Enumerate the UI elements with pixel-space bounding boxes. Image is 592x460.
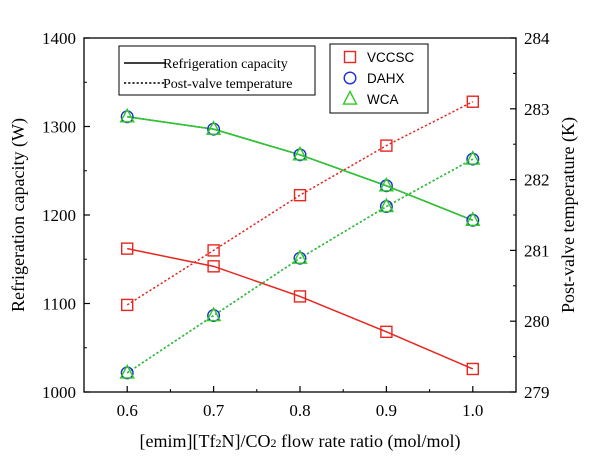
data-point-wca-right-4	[465, 150, 481, 165]
data-point-wca-right-1	[205, 306, 222, 322]
legend: Refrigeration capacity Post-valve tempera…	[118, 43, 429, 114]
data-point-vccsc-left-0	[120, 242, 134, 255]
y-right-tick-label: 279	[524, 383, 550, 402]
legend-marker-vccsc	[343, 50, 357, 64]
data-point-dahx-right-4	[466, 152, 480, 166]
x-axis-title-subscript: 2	[216, 436, 222, 450]
data-point-wca-right-3	[378, 197, 395, 213]
x-tick-label: 0.7	[203, 401, 225, 420]
legend-series-label: VCCSC	[367, 50, 415, 65]
legend-series-box	[329, 43, 429, 114]
y-right-tick-label: 284	[524, 29, 550, 48]
x-tick-label: 0.8	[289, 401, 310, 420]
y-right-axis-title: Post-valve temperature (K)	[558, 117, 579, 313]
y-right-tick-label: 282	[524, 171, 550, 190]
x-axis-title-part: N]/CO	[222, 431, 271, 451]
x-axis-title: [emim][Tf2N]/CO2 flow rate ratio (mol/mo…	[140, 431, 461, 452]
data-point-dahx-left-2	[293, 148, 307, 162]
y-left-tick-label: 1300	[42, 118, 76, 137]
data-point-wca-left-1	[205, 120, 222, 135]
y-left-tick-label: 1200	[42, 206, 76, 225]
data-point-wca-left-4	[465, 211, 481, 227]
legend-series-label: WCA	[367, 92, 399, 107]
data-point-dahx-right-2	[293, 251, 307, 265]
data-point-vccsc-right-4	[466, 95, 479, 108]
data-point-dahx-left-3	[379, 179, 393, 193]
data-point-wca-right-0	[119, 363, 135, 379]
y-left-tick-label: 1400	[42, 29, 76, 48]
y-right-tick-label: 281	[524, 241, 550, 260]
plot-area	[119, 95, 481, 380]
y-right-tick-label: 280	[524, 312, 550, 331]
legend-linestyle-label: Post-valve temperature	[163, 77, 292, 92]
x-axis-title-part: [emim][Tf	[140, 431, 216, 451]
data-point-dahx-left-1	[207, 122, 221, 136]
x-tick-label: 0.6	[117, 401, 138, 420]
series-line-vccsc-right	[126, 101, 474, 306]
data-point-vccsc-right-0	[120, 298, 134, 312]
data-point-wca-left-3	[378, 176, 395, 192]
legend-marker-wca	[342, 90, 358, 105]
data-point-dahx-right-3	[379, 200, 393, 214]
y-left-tick-label: 1000	[42, 383, 76, 402]
data-point-dahx-left-0	[120, 110, 134, 124]
legend-series-label: DAHX	[367, 71, 405, 86]
data-point-vccsc-right-3	[380, 139, 393, 152]
x-tick-label: 0.9	[376, 401, 397, 420]
data-point-dahx-right-0	[120, 366, 134, 380]
data-point-vccsc-left-2	[293, 290, 307, 303]
axes: 0.6 0.7 0.8 0.9 1.0 1000 1100 1200 1300 1400 279 28…	[8, 29, 579, 452]
series-line-wca-right	[126, 158, 474, 374]
data-point-vccsc-left-3	[380, 325, 393, 339]
y-left-axis-title: Refrigeration capacity (W)	[8, 118, 29, 312]
data-point-dahx-left-4	[466, 213, 480, 227]
data-point-vccsc-right-1	[207, 244, 220, 257]
legend-linestyle-box	[118, 45, 316, 96]
series-line-wca-left	[127, 116, 474, 222]
legend-linestyle-label: Refrigeration capacity	[163, 57, 288, 72]
series-line-dahx-right	[126, 158, 474, 374]
x-axis-title-part: flow rate ratio (mol/mol)	[277, 431, 461, 452]
x-tick-label: 1.0	[462, 401, 483, 420]
series-line-dahx-left	[127, 116, 474, 222]
legend-marker-dahx	[343, 71, 357, 85]
data-point-vccsc-left-4	[466, 362, 479, 376]
x-axis-title-subscript: 2	[271, 436, 277, 450]
data-point-vccsc-left-1	[207, 260, 220, 273]
data-point-wca-left-0	[119, 107, 135, 123]
data-point-dahx-right-1	[207, 309, 221, 323]
y-right-tick-label: 283	[524, 100, 550, 119]
y-left-tick-label: 1100	[43, 295, 76, 314]
data-point-wca-left-2	[292, 145, 308, 161]
series-line-vccsc-left	[127, 247, 474, 370]
data-point-wca-right-2	[292, 249, 308, 264]
data-point-vccsc-right-2	[293, 188, 307, 202]
